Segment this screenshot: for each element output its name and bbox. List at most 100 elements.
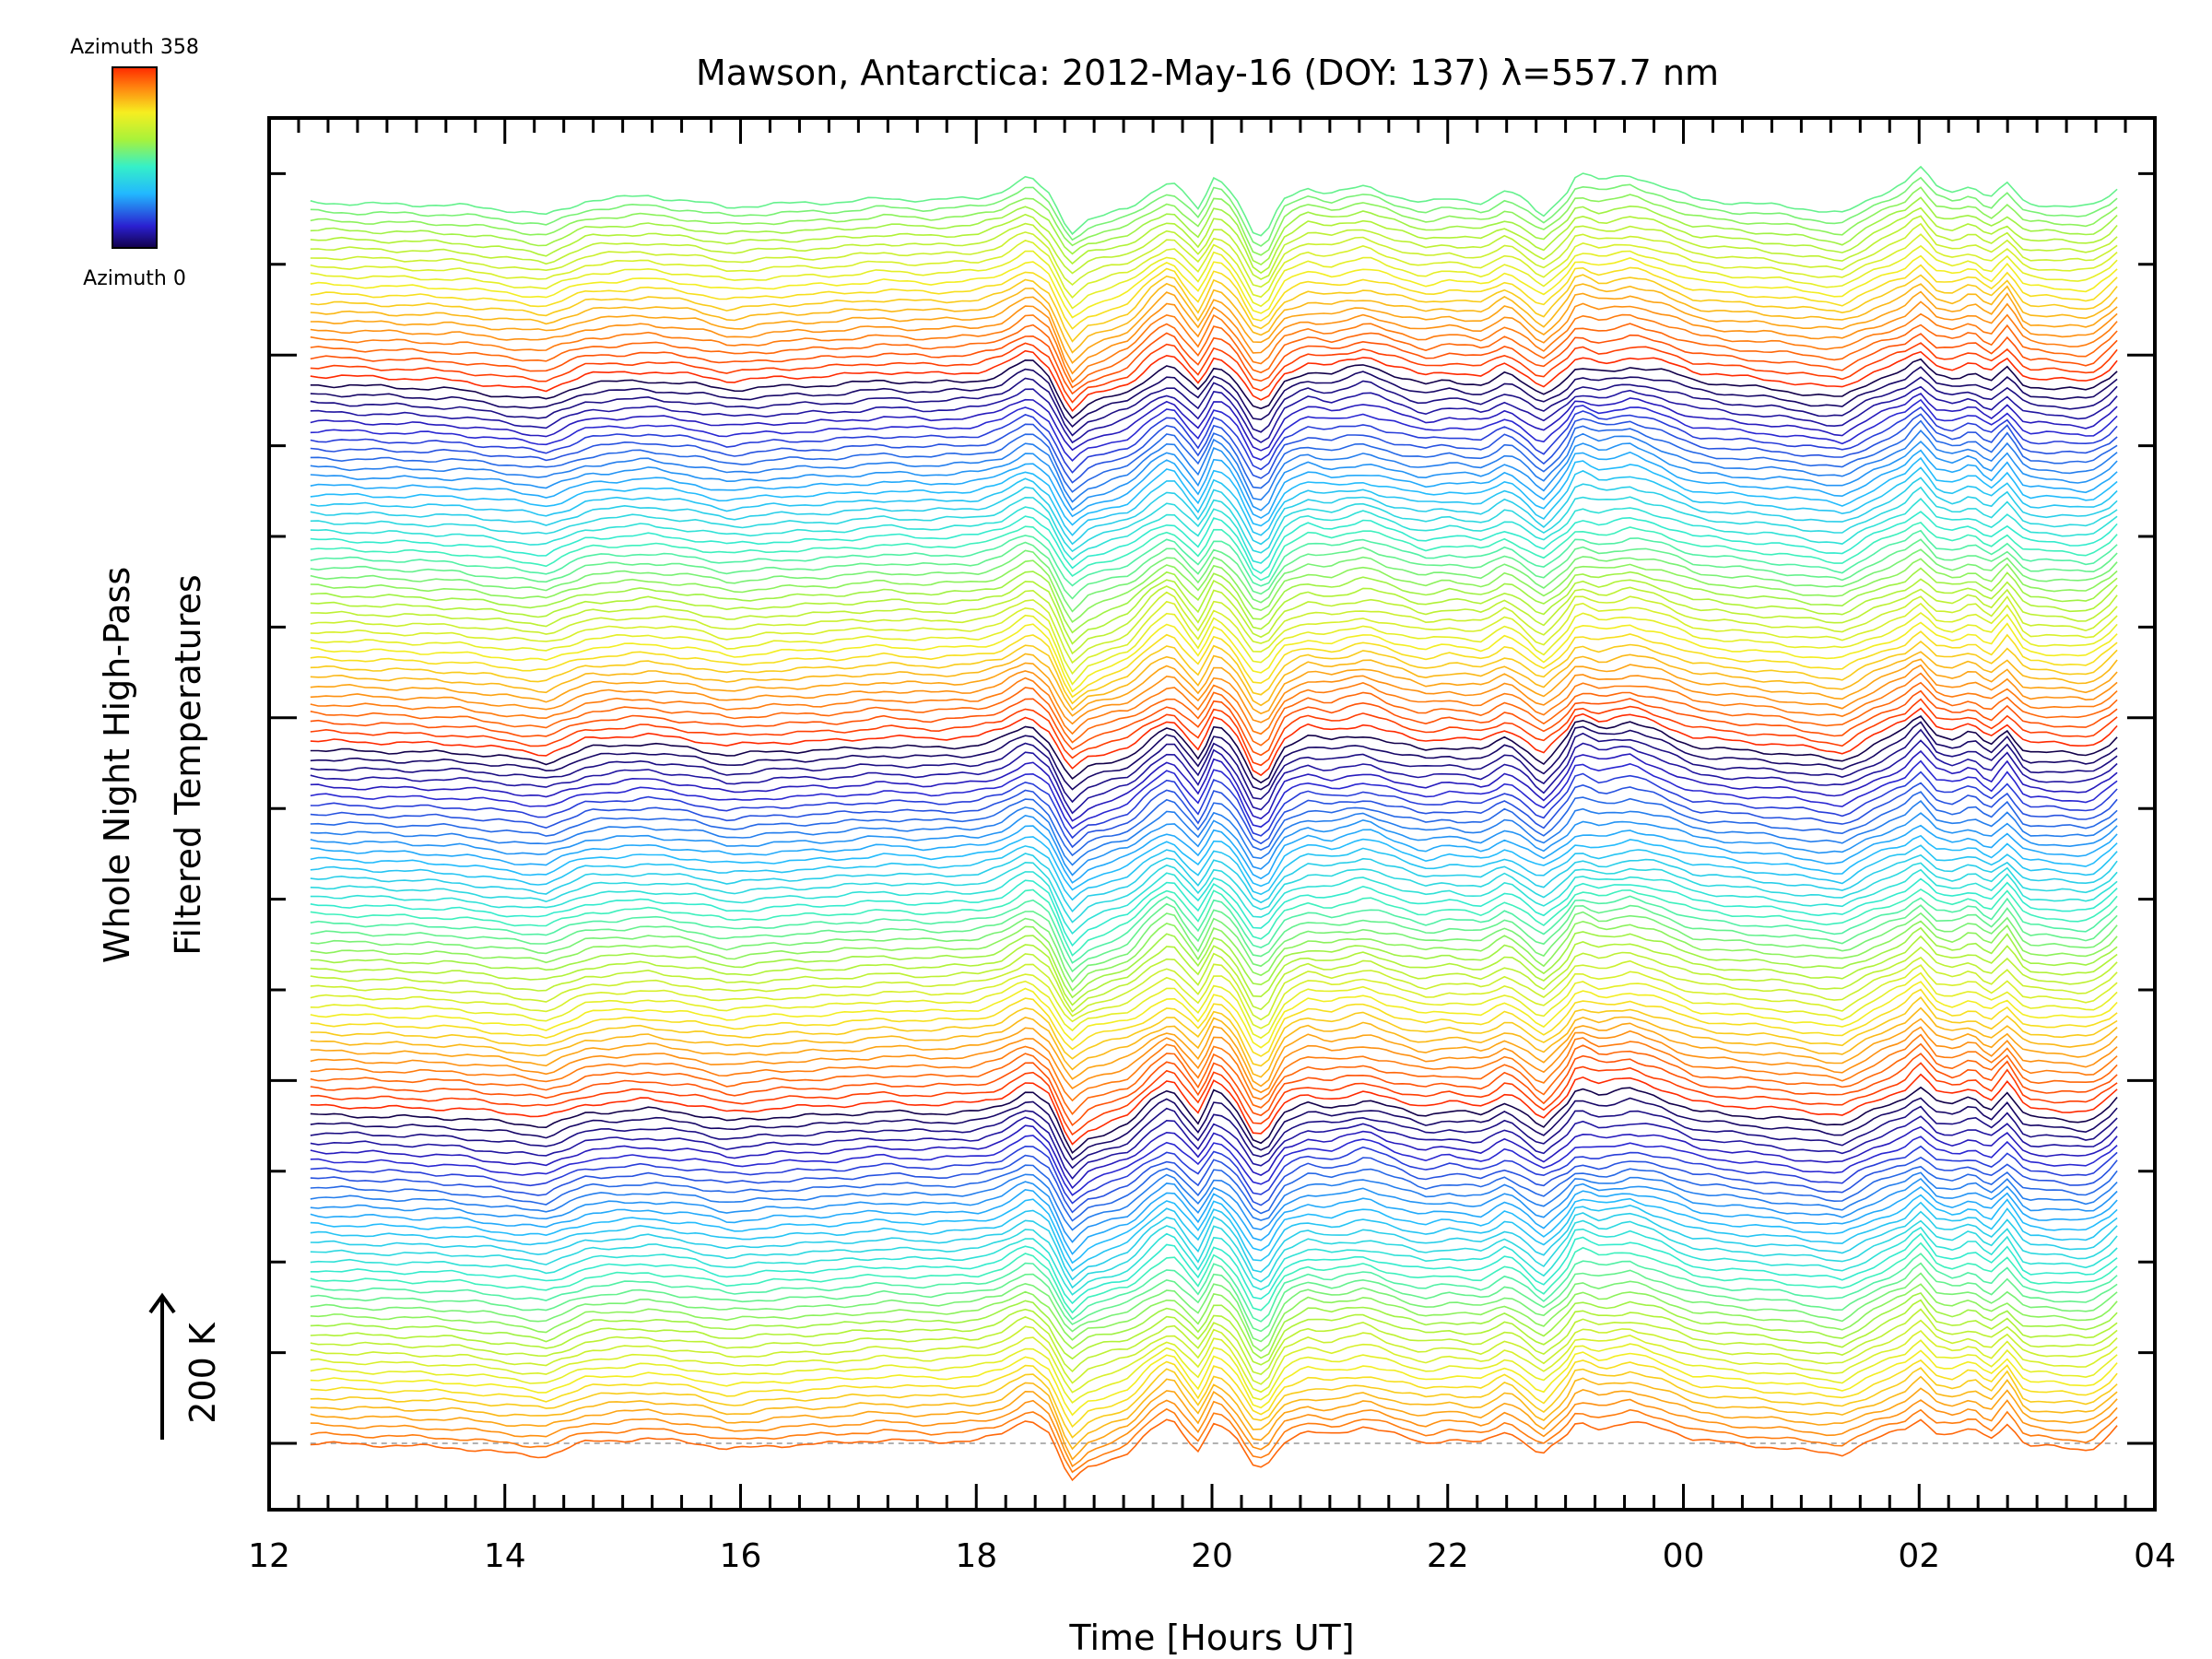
trace-line [310, 877, 2118, 947]
trace-line [310, 1053, 2118, 1127]
x-tick-label: 16 [720, 1537, 762, 1575]
trace-line [310, 1291, 2118, 1359]
trace-line [310, 824, 2118, 884]
trace-line [310, 186, 2118, 256]
trace-line [310, 1349, 2118, 1417]
trace-line [310, 312, 2118, 383]
trace-line [310, 721, 2118, 791]
trace-line [310, 1232, 2118, 1305]
trace-line [310, 996, 2118, 1067]
trace-line [310, 988, 2118, 1057]
trace-line [310, 689, 2118, 757]
trace-line [310, 651, 2118, 712]
trace-line [310, 274, 2118, 343]
trace-line [310, 621, 2118, 693]
trace-line [310, 567, 2118, 634]
trace-line [310, 1375, 2118, 1451]
trace-line [310, 413, 2118, 484]
trace-line [310, 538, 2118, 600]
trace-line [310, 1018, 2118, 1088]
trace-line [310, 393, 2118, 452]
trace-line [310, 1329, 2118, 1394]
trace-line [310, 1308, 2118, 1375]
trace-line [310, 1086, 2118, 1155]
x-tick-label: 04 [2134, 1537, 2176, 1575]
trace-line [310, 1097, 2118, 1161]
trace-line [310, 282, 2118, 354]
trace-line [310, 1241, 2118, 1314]
trace-line [310, 971, 2118, 1040]
trace-line [310, 1272, 2118, 1343]
trace-line [310, 658, 2118, 717]
trace-line [310, 196, 2118, 266]
trace-line [310, 529, 2118, 587]
colorbar-top-label: Azimuth 358 [70, 36, 199, 59]
trace-line [310, 1319, 2118, 1385]
trace-line [310, 1210, 2118, 1281]
colorbar-bottom-label: Azimuth 0 [83, 267, 186, 290]
trace-line [310, 323, 2118, 389]
trace-line [310, 868, 2118, 935]
trace-line [310, 477, 2118, 546]
trace-line [310, 521, 2118, 582]
trace-line [310, 176, 2118, 247]
trace-line [310, 233, 2118, 299]
x-axis: 12 14 16 18 20 22 00 02 04 [248, 118, 2176, 1575]
trace-line [310, 290, 2118, 364]
trace-line [310, 1135, 2118, 1196]
trace-line [310, 1262, 2118, 1333]
trace-line [310, 398, 2118, 462]
trace-line [310, 1062, 2118, 1136]
trace-line [310, 206, 2118, 275]
trace-line [310, 300, 2118, 375]
trace-line [310, 1026, 2118, 1094]
trace-line [310, 895, 2118, 964]
trace-line [310, 358, 2118, 419]
trace-line [310, 964, 2118, 1030]
x-tick-label: 02 [1898, 1537, 1940, 1575]
trace-line [310, 406, 2118, 474]
trace-line [310, 791, 2118, 857]
trace-line [310, 640, 2118, 705]
trace-line [310, 1154, 2118, 1214]
trace-line [310, 1115, 2118, 1180]
trace-line [310, 853, 2118, 913]
trace-line [310, 946, 2118, 1013]
trace-line [310, 222, 2118, 288]
trace-line [310, 1033, 2118, 1102]
trace-line [310, 349, 2118, 412]
x-tick-label: 14 [484, 1537, 526, 1575]
trace-line [310, 935, 2118, 1006]
y-axis-ticks [269, 171, 2155, 1445]
trace-line [310, 1219, 2118, 1289]
trace-line [310, 1171, 2118, 1231]
trace-line [310, 254, 2118, 319]
temperature-traces [310, 165, 2118, 1482]
trace-line [310, 1367, 2118, 1439]
trace-line [310, 926, 2118, 999]
trace-line [310, 739, 2118, 815]
trace-line [310, 1226, 2118, 1296]
trace-line [310, 486, 2118, 554]
trace-line [310, 1359, 2118, 1429]
trace-line [310, 728, 2118, 804]
trace-line [310, 376, 2118, 437]
trace-line [310, 466, 2118, 536]
trace-line [310, 707, 2118, 777]
trace-line [310, 578, 2118, 645]
trace-line [310, 456, 2118, 527]
trace-line [310, 385, 2118, 444]
trace-line [310, 1253, 2118, 1323]
trace-line [310, 366, 2118, 429]
trace-line [310, 429, 2118, 503]
trace-line [310, 749, 2118, 822]
x-tick-label: 18 [955, 1537, 997, 1575]
colorbar [112, 66, 158, 249]
trace-line [310, 630, 2118, 699]
trace-line [310, 714, 2118, 784]
trace-line [310, 844, 2118, 901]
trace-line [310, 759, 2118, 830]
trace-line [310, 585, 2118, 655]
trace-line [310, 611, 2118, 686]
